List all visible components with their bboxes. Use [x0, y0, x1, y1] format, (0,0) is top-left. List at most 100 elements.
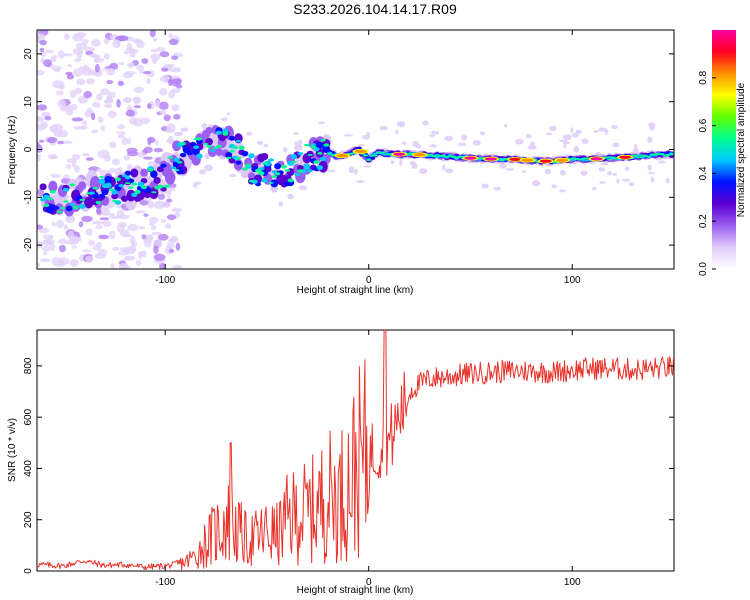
- snr-y-label: SNR (10 * v/v): [7, 418, 18, 482]
- noise-blob: [69, 104, 78, 111]
- noise-blob: [37, 116, 45, 123]
- noise-blob: [153, 253, 166, 262]
- spectral-peak: [336, 154, 349, 158]
- noise-blob: [353, 168, 358, 175]
- noise-blob: [78, 221, 84, 228]
- noise-blob: [157, 233, 169, 241]
- noise-blob: [143, 213, 149, 217]
- spectral-cell: [297, 169, 304, 173]
- spectral-peak: [393, 152, 406, 156]
- noise-blob: [563, 134, 572, 141]
- spectral-cell: [226, 156, 232, 159]
- noise-blob: [665, 177, 670, 184]
- noise-blob: [76, 78, 86, 86]
- noise-blob: [85, 228, 93, 236]
- spectral-cell: [192, 147, 200, 156]
- noise-blob: [100, 125, 105, 132]
- spectral-cell: [297, 152, 304, 156]
- noise-blob: [42, 234, 54, 240]
- noise-blob: [82, 249, 91, 253]
- spectral-cell: [287, 178, 294, 183]
- noise-blob: [64, 33, 70, 40]
- spectral-cell: [125, 182, 131, 185]
- noise-blob: [172, 66, 181, 73]
- noise-blob: [104, 99, 109, 104]
- snr-panel: -100 0 100 0 200 400 600 800 Height of straigh…: [7, 329, 675, 596]
- colorbar-tick-label: 0.6: [698, 118, 709, 132]
- spectral-cell: [156, 166, 164, 173]
- spectral-cell: [141, 185, 148, 190]
- spectral-cell: [112, 199, 118, 203]
- noise-blob: [226, 112, 231, 116]
- x-tick-label: 0: [366, 275, 372, 286]
- spectral-cell: [72, 205, 79, 210]
- noise-blob: [96, 93, 103, 101]
- noise-blob: [444, 168, 454, 174]
- noise-blob: [544, 168, 552, 175]
- spectral-cell: [603, 156, 609, 159]
- noise-blob: [97, 248, 108, 256]
- spectral-cell: [111, 189, 118, 195]
- spectral-cell: [362, 154, 369, 157]
- spectral-cell: [147, 168, 154, 172]
- spectral-cell: [39, 183, 47, 191]
- noise-blob: [549, 125, 557, 131]
- spectral-cell: [229, 149, 235, 153]
- noise-blob: [126, 42, 133, 50]
- noise-blob: [166, 214, 177, 221]
- noise-blob: [581, 138, 589, 144]
- spectral-cell: [297, 165, 304, 171]
- noise-blob: [171, 207, 183, 213]
- spectral-cell: [294, 173, 300, 177]
- spectral-peak: [509, 157, 522, 161]
- colorbar-ticks: 0.0 0.2 0.4 0.6 0.8: [698, 70, 716, 276]
- noise-blob: [106, 95, 114, 103]
- spectral-cell: [69, 203, 76, 207]
- spectral-cell: [260, 152, 269, 161]
- spectral-peak: [521, 158, 534, 162]
- spectral-cell: [84, 196, 94, 209]
- spectral-cell: [121, 174, 128, 178]
- spectral-peak: [464, 156, 477, 160]
- spectral-cell: [173, 157, 180, 162]
- noise-blob: [44, 115, 52, 121]
- spectral-cell: [372, 154, 378, 157]
- noise-blob: [117, 124, 126, 130]
- noise-blob: [163, 114, 171, 122]
- noise-blob: [43, 59, 52, 68]
- noise-blob: [108, 230, 116, 240]
- spectral-cell: [209, 148, 216, 152]
- noise-blob: [106, 80, 114, 85]
- noise-blob: [37, 224, 43, 230]
- noise-blob: [246, 131, 253, 136]
- noise-blob: [69, 239, 79, 245]
- noise-blob: [143, 238, 152, 248]
- noise-blob: [82, 153, 91, 157]
- noise-blob: [42, 245, 51, 252]
- noise-blob: [116, 131, 126, 135]
- spectral-cell: [137, 181, 145, 187]
- spectral-cell: [502, 158, 509, 161]
- colorbar-tick-label: 0.4: [698, 166, 709, 180]
- spectrogram-x-label: Height of straight line (km): [297, 285, 414, 296]
- spectral-cell: [242, 167, 248, 171]
- noise-blob: [108, 212, 115, 217]
- noise-blob: [56, 90, 64, 96]
- noise-blob: [74, 58, 82, 63]
- noise-blob: [49, 243, 56, 252]
- spectral-cell: [303, 163, 311, 170]
- x-tick-label: -100: [155, 275, 175, 286]
- spectral-cell: [69, 183, 76, 187]
- noise-blob: [123, 96, 132, 104]
- noise-blob: [172, 264, 183, 269]
- noise-blob: [171, 55, 179, 60]
- spectral-cell: [366, 159, 372, 162]
- spectral-cell: [274, 172, 281, 176]
- spectral-cell: [86, 192, 92, 195]
- spectral-cell: [101, 189, 109, 196]
- noise-blob: [418, 168, 428, 175]
- spectral-cell: [215, 130, 223, 135]
- spectral-cell: [59, 206, 66, 210]
- spectrogram-marks: [37, 30, 674, 269]
- spectral-cell: [98, 178, 106, 185]
